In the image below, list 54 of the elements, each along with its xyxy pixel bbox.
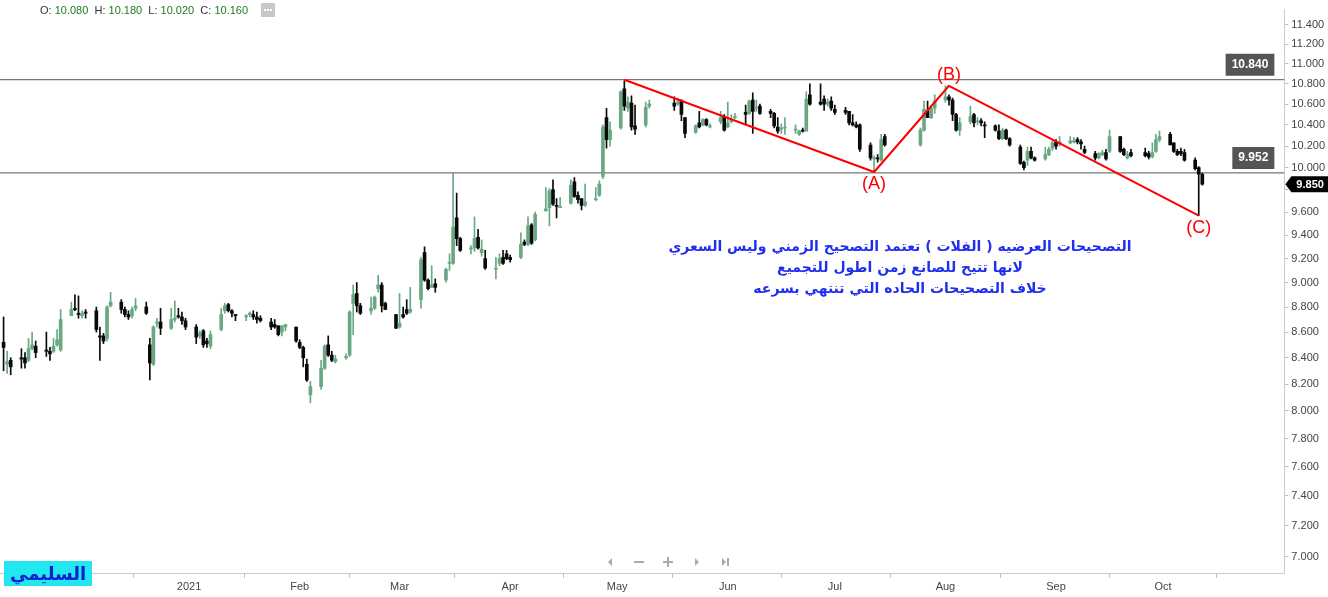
candlestick: [5, 350, 9, 374]
annotation: لانها تتيح للصانع زمن اطول للتجميع: [776, 258, 1024, 278]
candlestick: [408, 287, 413, 314]
y-tick-label: 9.200: [1291, 251, 1319, 264]
y-tick-label: 8.600: [1291, 325, 1319, 338]
y-tick-label: 7.000: [1291, 549, 1319, 562]
candlestick: [558, 197, 562, 208]
y-tick-label: 7.600: [1291, 459, 1319, 472]
annotation: التصحيحات العرضيه ( الفلات ) تعتمد التصحيح الزمني وليس السعري: [667, 237, 1133, 257]
y-tick-label: 10.000: [1291, 160, 1326, 173]
candlestick: [244, 314, 248, 322]
y-tick-label: 7.200: [1291, 518, 1319, 531]
y-tick-label: 11.400: [1291, 17, 1325, 30]
x-tick-label: Feb: [290, 580, 310, 593]
y-tick-label: 10.400: [1291, 117, 1326, 130]
y-tick-label: 8.400: [1291, 350, 1319, 363]
ref-line-label: 9.952: [1238, 150, 1269, 165]
ref-line-label: 10.840: [1231, 57, 1269, 72]
y-tick-label: 8.800: [1291, 300, 1319, 313]
y-tick-label: 9.600: [1291, 205, 1319, 218]
y-tick-label: 10.600: [1291, 97, 1326, 110]
x-tick-label: Sep: [1046, 580, 1066, 593]
y-tick-label: 11.000: [1291, 56, 1325, 69]
x-tick-label: Oct: [1154, 580, 1172, 593]
candlestick: [369, 296, 373, 315]
x-tick-label: Mar: [390, 580, 410, 593]
candlestick: [583, 183, 587, 207]
x-tick-label: May: [606, 580, 629, 593]
candlestick: [255, 311, 259, 324]
annotation: السليمي: [4, 561, 93, 586]
y-tick-label: 7.800: [1291, 431, 1319, 444]
annotation: (B): [937, 63, 961, 84]
y-tick-label: 11.200: [1291, 37, 1325, 50]
y-tick-label: 7.400: [1291, 488, 1319, 501]
annotation: خلاف التصحيحات الحاده التي تنتهي بسرعه: [752, 279, 1048, 299]
y-tick-label: 9.000: [1291, 275, 1319, 288]
y-tick-label: 8.000: [1291, 403, 1319, 416]
x-tick-label: Jun: [718, 580, 737, 593]
y-tick-label: 8.200: [1291, 377, 1319, 390]
candlestick: [376, 274, 380, 293]
x-tick-label: Aug: [935, 580, 956, 593]
annotation: (A): [862, 172, 887, 193]
candlestick: [593, 187, 598, 202]
candlestick: [1079, 139, 1083, 150]
y-tick-label: 10.200: [1291, 139, 1326, 152]
y-tick-label: 9.400: [1291, 228, 1319, 241]
y-tick-label: 10.800: [1291, 76, 1326, 89]
x-tick-label: 2021: [176, 580, 202, 593]
candlestick: [494, 257, 498, 280]
chart-subtitle: O: 10.080 H: 10.180 L: 10.020 C: 10.160: [40, 4, 249, 16]
annotation: (C): [1186, 216, 1212, 237]
x-tick-label: Jul: [827, 580, 842, 593]
x-tick-label: Apr: [501, 580, 520, 593]
text: 9.850: [1296, 178, 1324, 191]
